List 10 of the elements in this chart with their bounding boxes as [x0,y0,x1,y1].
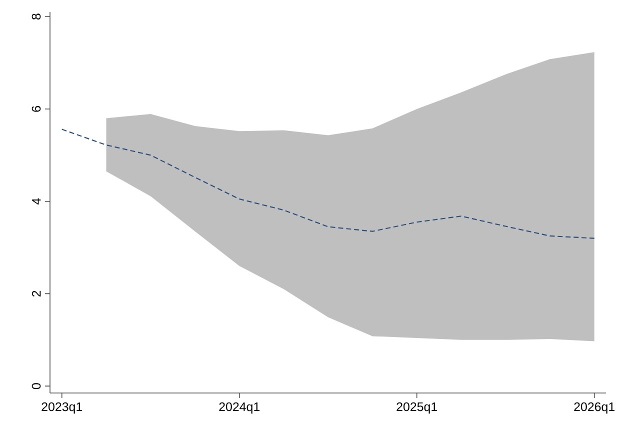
y-tick-label: 0 [32,383,41,390]
x-tick-label: 2026q1 [574,402,614,414]
y-tick-label: 8 [32,14,41,20]
line-series [61,128,595,239]
y-tick-label: 6 [32,106,41,112]
x-tick-label: 2024q1 [219,402,260,414]
x-tick-label: 2025q1 [396,402,437,414]
y-tick-label: 4 [32,198,41,205]
y-tick-label: 2 [32,290,41,297]
x-tick-label: 2023q1 [42,402,82,414]
